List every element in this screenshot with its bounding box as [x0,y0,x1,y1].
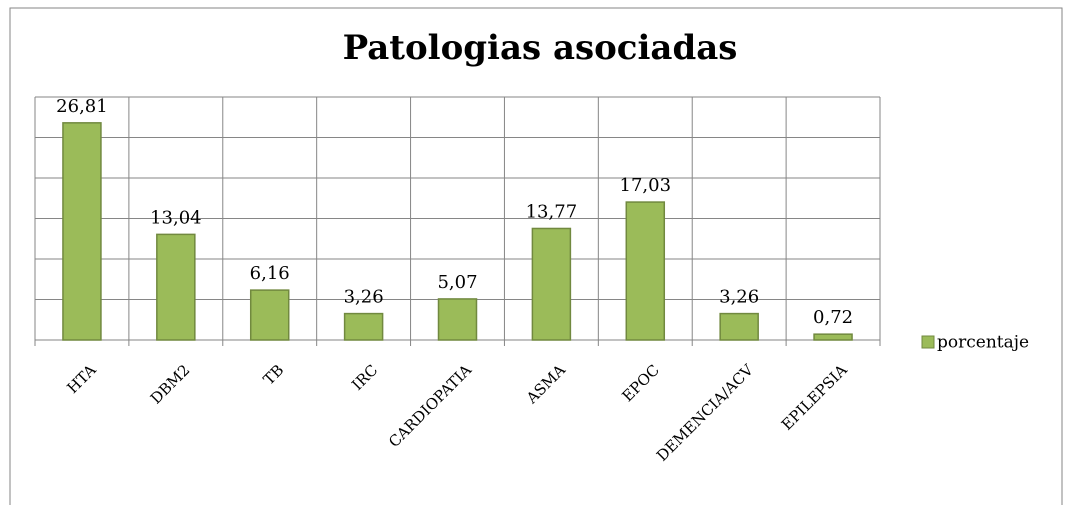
value-label: 17,03 [620,175,672,196]
bar [437,298,478,341]
x-tick-label: DEMENCIA/ACV [653,360,758,465]
bar [249,289,290,341]
x-tick-label: EPOC [619,361,663,405]
value-label: 5,07 [437,272,477,293]
value-label: 26,81 [56,96,108,117]
x-tick-label: CARDIOPATIA [385,361,475,451]
bar [156,233,196,341]
bar [719,312,759,341]
legend-label: porcentaje [937,333,1029,353]
x-tick-label: ASMA [522,361,569,408]
value-label: 13,04 [150,207,202,228]
x-tick-label: EPILEPSIA [778,361,851,434]
bar [62,122,102,341]
chart-title: Patologias asociadas [343,28,738,68]
legend-swatch [921,335,935,349]
x-tick-label: IRC [348,361,381,394]
x-tick-label: DBM2 [147,361,194,408]
value-label: 3,26 [344,287,384,308]
x-tick-label: TB [260,361,288,389]
value-label: 0,72 [813,307,853,328]
value-label: 13,77 [526,201,578,222]
bar [813,333,853,341]
chart-frame [9,7,1063,505]
bar [531,227,572,341]
value-label: 3,26 [719,287,759,308]
bar [625,201,666,341]
x-tick-label: HTA [63,361,99,397]
bar [343,312,384,341]
value-label: 6,16 [250,263,290,284]
